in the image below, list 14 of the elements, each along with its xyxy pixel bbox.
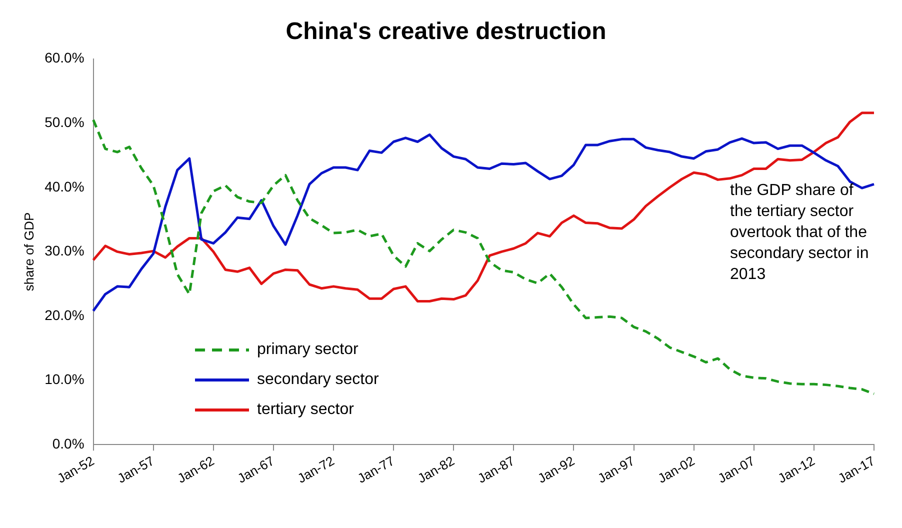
chart-title: China's creative destruction [286,18,606,46]
line-series [92,118,876,396]
y-tick-label: 30.0% [44,242,84,259]
y-tick-label: 50.0% [44,114,84,130]
legend-label: primary sector [257,340,358,360]
y-tick-label: 0.0% [52,435,84,452]
y-tick-label: 10.0% [44,371,84,388]
legend-label: secondary sector [257,370,379,390]
y-tick-label: 60.0% [44,50,84,66]
y-tick-label: 40.0% [44,178,84,194]
y-tick-label: 20.0% [44,306,84,323]
legend-label: tertiary sector [257,400,354,420]
annotation: the GDP share of the tertiary sector overtook that of the secondary sector in 2013 [730,181,870,285]
y-axis-title: share of GDP [21,212,36,292]
